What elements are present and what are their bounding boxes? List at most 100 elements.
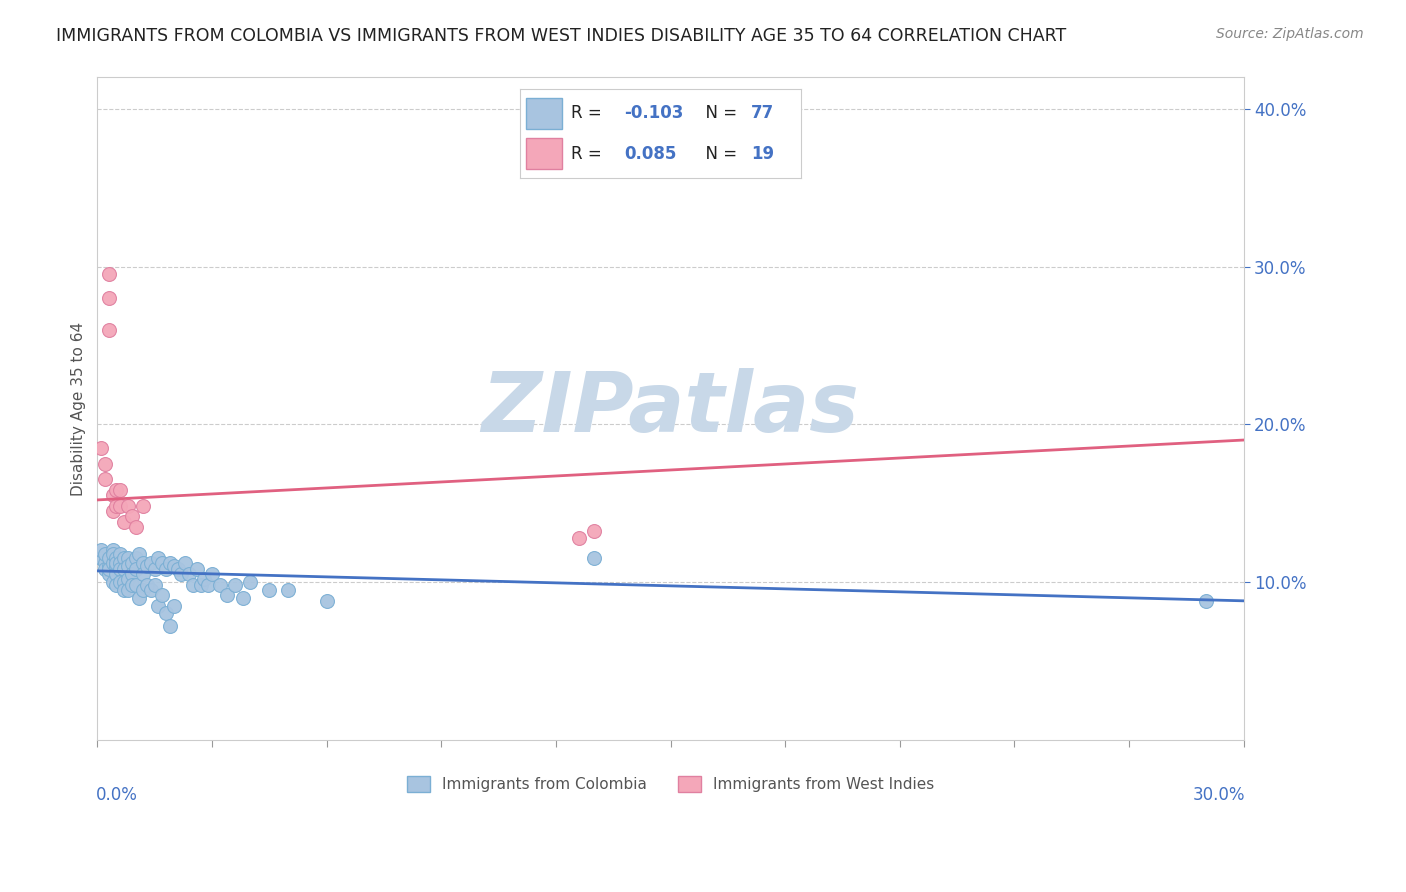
Text: 0.0%: 0.0% xyxy=(96,786,138,804)
Point xyxy=(186,562,208,576)
Point xyxy=(143,562,166,576)
Point xyxy=(105,483,128,498)
Y-axis label: Disability Age 35 to 64: Disability Age 35 to 64 xyxy=(72,321,86,496)
Point xyxy=(105,500,128,514)
Point xyxy=(139,556,162,570)
Text: IMMIGRANTS FROM COLOMBIA VS IMMIGRANTS FROM WEST INDIES DISABILITY AGE 35 TO 64 : IMMIGRANTS FROM COLOMBIA VS IMMIGRANTS F… xyxy=(56,27,1067,45)
Point xyxy=(105,556,128,570)
FancyBboxPatch shape xyxy=(526,98,562,129)
Point xyxy=(124,520,146,534)
Point xyxy=(232,591,254,605)
Text: N =: N = xyxy=(695,104,742,122)
Point xyxy=(112,551,135,566)
Point xyxy=(150,588,173,602)
Point xyxy=(568,531,591,545)
Point xyxy=(155,562,177,576)
Point xyxy=(121,508,143,523)
Point xyxy=(110,562,132,576)
Point xyxy=(97,551,120,566)
Point xyxy=(174,556,197,570)
Point xyxy=(277,582,299,597)
Point xyxy=(101,547,124,561)
Point xyxy=(583,524,606,539)
Point xyxy=(136,578,159,592)
Point xyxy=(97,323,120,337)
Point xyxy=(105,551,128,566)
Legend: Immigrants from Colombia, Immigrants from West Indies: Immigrants from Colombia, Immigrants fro… xyxy=(401,770,941,798)
Point xyxy=(132,500,155,514)
Point xyxy=(117,582,139,597)
Point xyxy=(117,572,139,586)
Point xyxy=(132,567,155,582)
Point xyxy=(208,578,231,592)
Point xyxy=(217,588,239,602)
Point xyxy=(105,559,128,574)
Text: 19: 19 xyxy=(751,145,773,163)
Point xyxy=(124,578,146,592)
Text: 0.085: 0.085 xyxy=(624,145,676,163)
Point xyxy=(117,559,139,574)
Point xyxy=(121,578,143,592)
Point xyxy=(94,556,117,570)
Point xyxy=(97,559,120,574)
Point xyxy=(112,582,135,597)
Point xyxy=(259,582,281,597)
Point xyxy=(150,556,173,570)
Point xyxy=(94,457,117,471)
Text: R =: R = xyxy=(571,145,607,163)
Point xyxy=(583,551,606,566)
Point xyxy=(97,562,120,576)
Point xyxy=(197,578,219,592)
Point xyxy=(121,556,143,570)
Text: R =: R = xyxy=(571,104,607,122)
Point xyxy=(90,441,112,455)
Point xyxy=(190,578,212,592)
Point xyxy=(101,556,124,570)
Point xyxy=(121,567,143,582)
Point xyxy=(132,582,155,597)
Point xyxy=(112,515,135,529)
Point xyxy=(315,594,337,608)
Point xyxy=(97,291,120,305)
Point xyxy=(94,562,117,576)
Point xyxy=(148,551,170,566)
Point xyxy=(97,567,120,582)
Point xyxy=(105,567,128,582)
Point xyxy=(201,567,224,582)
Point xyxy=(181,578,204,592)
Point xyxy=(166,562,188,576)
Point xyxy=(112,562,135,576)
Point xyxy=(1194,594,1216,608)
Point xyxy=(94,472,117,486)
Text: -0.103: -0.103 xyxy=(624,104,683,122)
Point xyxy=(159,619,181,633)
Point xyxy=(224,578,246,592)
Point xyxy=(101,574,124,589)
Point xyxy=(163,599,186,613)
Text: ZIPatlas: ZIPatlas xyxy=(482,368,859,449)
Point xyxy=(110,483,132,498)
Point xyxy=(128,591,150,605)
Point xyxy=(112,574,135,589)
Point xyxy=(143,578,166,592)
Point xyxy=(155,607,177,621)
Point xyxy=(132,556,155,570)
Point xyxy=(105,578,128,592)
Text: 77: 77 xyxy=(751,104,775,122)
Text: Source: ZipAtlas.com: Source: ZipAtlas.com xyxy=(1216,27,1364,41)
Text: 30.0%: 30.0% xyxy=(1192,786,1244,804)
Point xyxy=(117,551,139,566)
Point xyxy=(148,599,170,613)
Point xyxy=(193,572,215,586)
Point xyxy=(124,551,146,566)
Point xyxy=(110,574,132,589)
Point xyxy=(239,574,262,589)
Point xyxy=(90,543,112,558)
Point xyxy=(117,500,139,514)
Point xyxy=(124,562,146,576)
Point xyxy=(101,504,124,518)
Point xyxy=(101,543,124,558)
Point xyxy=(170,567,193,582)
Point xyxy=(97,268,120,282)
Point xyxy=(110,500,132,514)
